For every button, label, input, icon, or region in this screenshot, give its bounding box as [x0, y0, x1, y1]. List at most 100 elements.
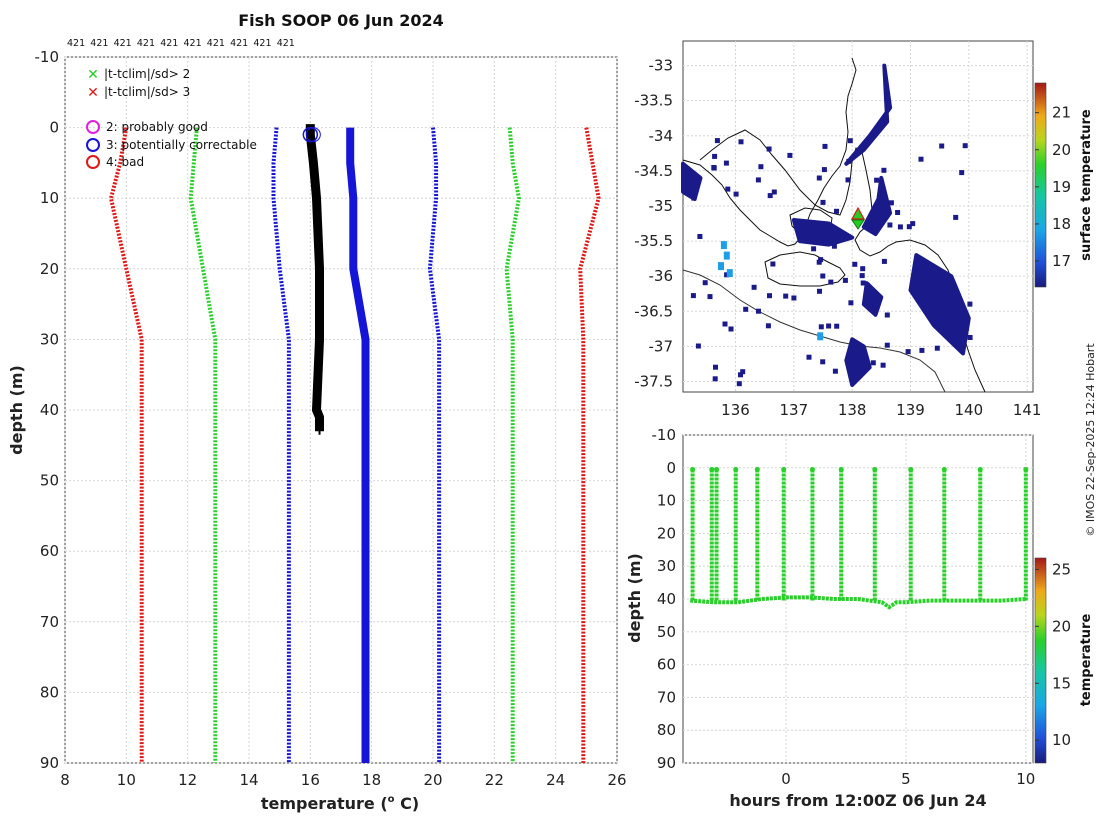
legend-x-red-icon: ✕ — [87, 85, 99, 101]
sst-cell — [967, 335, 973, 340]
sst-cell — [950, 316, 956, 322]
sst-cell — [770, 261, 776, 267]
sst-cell — [888, 200, 894, 206]
sst-cell — [817, 288, 822, 294]
sst-cell — [864, 282, 870, 288]
cast-top-point — [809, 466, 815, 472]
sst-cell — [820, 273, 826, 279]
ship-down-triangle-icon — [851, 219, 865, 230]
sst-colorbar — [1034, 82, 1047, 288]
legend-flag4: 4: bad — [106, 155, 144, 169]
sst-cell — [723, 160, 729, 166]
x-tick-label: 24 — [546, 771, 565, 789]
y-tick-label: 0 — [49, 119, 59, 137]
sst-cell — [895, 210, 901, 215]
map-x-tick-label: 136 — [721, 401, 750, 419]
y-tick-label: 90 — [40, 754, 59, 772]
sst-cell — [728, 326, 734, 332]
sst-colorbar-label: surface temperature — [1079, 109, 1094, 261]
sst-colorbar-ticks: 17 18 19 20 21 — [1035, 104, 1071, 270]
series-line-clim-mean — [346, 127, 370, 763]
series-line-clim-1sd — [427, 127, 442, 763]
sst-cell — [811, 246, 817, 252]
sst-cell — [822, 143, 828, 149]
sst-cell — [712, 153, 718, 159]
sst-cell — [765, 323, 771, 329]
sst-cell — [697, 234, 703, 239]
series-line-observed — [305, 124, 324, 432]
sst-patch — [791, 218, 855, 247]
temp-cb-tick-label: 20 — [1052, 617, 1071, 635]
dt-y-tick-label: 50 — [657, 623, 676, 641]
sst-cell — [962, 143, 968, 149]
sst-cell — [767, 193, 773, 199]
map-y-tick-label: -33 — [649, 57, 674, 75]
sst-cb-tick-label: 18 — [1052, 215, 1071, 233]
series-line-clim-1sd — [271, 127, 291, 763]
x-tick-label: 10 — [117, 771, 136, 789]
temp-colorbar — [1034, 557, 1047, 764]
sst-cell — [758, 164, 764, 170]
temp-cb-tick-label: 25 — [1052, 560, 1071, 578]
cast-top-point — [977, 466, 983, 472]
dt-y-tick-label: 90 — [657, 754, 676, 772]
dt-x-tick-label: 0 — [781, 770, 791, 788]
sst-cell — [756, 308, 761, 314]
cast-top-point — [1023, 466, 1029, 472]
sst-cell — [771, 189, 777, 195]
sst-cell — [702, 280, 708, 286]
legend-x-green-icon: ✕ — [87, 67, 99, 83]
sst-cell — [953, 214, 959, 220]
map-y-tick-label: -35.5 — [634, 232, 673, 250]
sst-cell — [783, 293, 789, 299]
dt-x-tick-label: 5 — [901, 770, 911, 788]
map-y-tick-label: -35 — [649, 197, 674, 215]
map-y-tick-label: -36.5 — [634, 302, 673, 320]
sst-cell — [847, 138, 853, 144]
x-tick-label: 22 — [485, 771, 504, 789]
sst-cb-tick-label: 17 — [1052, 252, 1071, 270]
y-tick-label: 70 — [40, 613, 59, 631]
profile-grid — [64, 56, 618, 764]
sst-patch — [861, 175, 893, 237]
sst-cell — [713, 364, 718, 370]
series-line-clim-2sd — [504, 127, 521, 763]
sst-cell — [711, 165, 717, 170]
sst-cell — [695, 343, 701, 349]
sst-cb-tick-label: 19 — [1052, 178, 1071, 196]
depth-time-panel: 0 5 10 -10 0 10 20 30 40 50 60 70 80 90 hours from 12… — [625, 426, 1094, 810]
y-tick-label: -10 — [35, 48, 60, 66]
sst-cell — [766, 146, 772, 152]
sst-cell — [947, 279, 953, 285]
legend-clim2: |t-tclim|/sd> 2 — [104, 67, 190, 81]
sst-cell — [714, 138, 720, 144]
sst-cell — [860, 280, 866, 286]
legend-blue-circle-icon — [86, 138, 100, 152]
depth-time-ticks: 0 5 10 -10 0 10 20 30 40 50 60 70 80 90 — [652, 426, 1036, 788]
x-tick-label: 16 — [301, 771, 320, 789]
count-label: 421 — [114, 38, 132, 49]
sst-cell — [826, 323, 832, 329]
sst-cell — [806, 354, 812, 360]
cast-top-point — [690, 466, 696, 472]
sst-cell — [834, 208, 839, 214]
y-tick-label: 30 — [40, 330, 59, 348]
map-x-tick-label: 139 — [896, 401, 925, 419]
map-y-tick-label: -37.5 — [634, 372, 673, 390]
y-tick-label: 10 — [40, 189, 59, 207]
sst-cell — [712, 376, 718, 382]
dt-y-tick-label: 20 — [657, 524, 676, 542]
temp-cb-tick-label: 10 — [1052, 731, 1071, 749]
profile-series — [108, 124, 601, 763]
temp-colorbar-ticks: 10 15 20 25 — [1035, 560, 1071, 749]
cast-top-point — [872, 466, 878, 472]
imos-credit: © IMOS 22-Sep-2025 12:24 Hobart — [1084, 343, 1097, 537]
sst-patch — [844, 337, 872, 387]
sst-cell — [884, 342, 890, 348]
count-label: 421 — [90, 38, 108, 49]
sst-cell — [738, 139, 744, 145]
sst-cell — [724, 272, 730, 278]
sst-cell — [767, 293, 772, 299]
map-y-tick-label: -36 — [649, 267, 674, 285]
profile-ticks: 8 10 12 14 16 18 20 22 24 26 -10 0 10 20 30 40 50 60 70 80 9… — [35, 48, 627, 789]
